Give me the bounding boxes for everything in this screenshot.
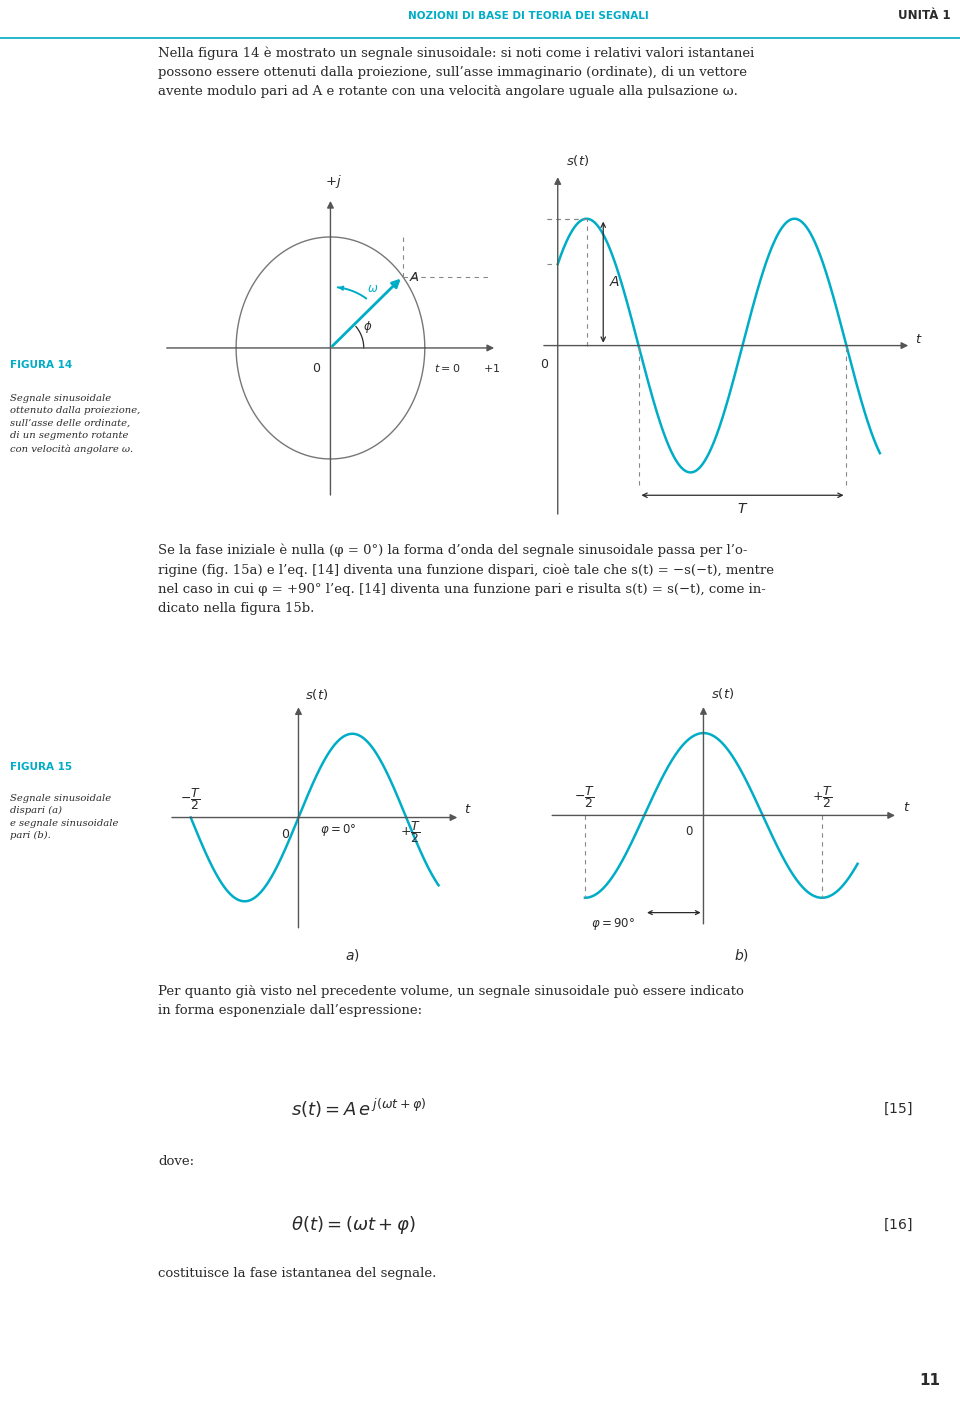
Text: dove:: dove: bbox=[158, 1155, 195, 1168]
Text: $\omega$: $\omega$ bbox=[367, 282, 378, 295]
Text: $s(t)$: $s(t)$ bbox=[710, 686, 733, 702]
Text: Se la fase iniziale è nulla (φ = 0°) la forma d’onda del segnale sinusoidale pas: Se la fase iniziale è nulla (φ = 0°) la … bbox=[158, 544, 775, 614]
Text: $t$: $t$ bbox=[465, 803, 472, 816]
Text: $\theta(t) = (\omega t + \varphi)$: $\theta(t) = (\omega t + \varphi)$ bbox=[291, 1214, 416, 1236]
Text: $[15]$: $[15]$ bbox=[883, 1100, 913, 1117]
Text: $+\dfrac{T}{2}$: $+\dfrac{T}{2}$ bbox=[811, 784, 832, 810]
Text: $A$: $A$ bbox=[409, 271, 420, 284]
Text: $+1$: $+1$ bbox=[483, 363, 500, 374]
Text: $-\dfrac{T}{2}$: $-\dfrac{T}{2}$ bbox=[180, 786, 202, 812]
Text: Segnale sinusoidale
dispari (a)
e segnale sinusoidale
pari (b).: Segnale sinusoidale dispari (a) e segnal… bbox=[10, 794, 118, 840]
Text: $b)$: $b)$ bbox=[734, 946, 749, 963]
Text: NOZIONI DI BASE DI TEORIA DEI SEGNALI: NOZIONI DI BASE DI TEORIA DEI SEGNALI bbox=[408, 11, 648, 21]
Text: $\varphi = 90°$: $\varphi = 90°$ bbox=[591, 915, 636, 932]
Text: $t$: $t$ bbox=[915, 333, 923, 346]
Text: $\varphi = 0°$: $\varphi = 0°$ bbox=[320, 822, 356, 837]
Text: $T$: $T$ bbox=[736, 503, 748, 515]
Text: $0$: $0$ bbox=[540, 359, 549, 371]
Text: $0$: $0$ bbox=[280, 827, 290, 840]
Text: FIGURA 15: FIGURA 15 bbox=[10, 762, 72, 772]
Text: $0$: $0$ bbox=[312, 363, 322, 376]
Text: UNITÀ 1: UNITÀ 1 bbox=[898, 10, 950, 23]
Text: $\phi$: $\phi$ bbox=[363, 319, 372, 335]
Text: FIGURA 14: FIGURA 14 bbox=[10, 360, 72, 370]
Text: $s(t) = A\,e^{\,j(\omega t + \varphi)}$: $s(t) = A\,e^{\,j(\omega t + \varphi)}$ bbox=[291, 1097, 426, 1120]
Text: Nella figura 14 è mostrato un segnale sinusoidale: si noti come i relativi valor: Nella figura 14 è mostrato un segnale si… bbox=[158, 47, 755, 97]
Text: Per quanto già visto nel precedente volume, un segnale sinusoidale può essere in: Per quanto già visto nel precedente volu… bbox=[158, 984, 744, 1017]
Text: $a)$: $a)$ bbox=[346, 946, 360, 963]
Text: $s(t)$: $s(t)$ bbox=[305, 686, 328, 702]
Text: $0$: $0$ bbox=[685, 825, 694, 839]
Text: Segnale sinusoidale
ottenuto dalla proiezione,
sull’asse delle ordinate,
di un s: Segnale sinusoidale ottenuto dalla proie… bbox=[10, 394, 140, 453]
Text: $A$: $A$ bbox=[610, 275, 621, 289]
Text: $t$: $t$ bbox=[902, 802, 910, 815]
Text: $[16]$: $[16]$ bbox=[883, 1217, 913, 1233]
Text: costituisce la fase istantanea del segnale.: costituisce la fase istantanea del segna… bbox=[158, 1268, 437, 1281]
Text: $+j$: $+j$ bbox=[325, 174, 342, 191]
Text: 11: 11 bbox=[920, 1372, 941, 1388]
Text: $+\dfrac{T}{2}$: $+\dfrac{T}{2}$ bbox=[400, 819, 421, 846]
Text: $-\dfrac{T}{2}$: $-\dfrac{T}{2}$ bbox=[574, 784, 595, 810]
Text: $s(t)$: $s(t)$ bbox=[566, 152, 589, 168]
Text: $t = 0$: $t = 0$ bbox=[434, 363, 460, 374]
